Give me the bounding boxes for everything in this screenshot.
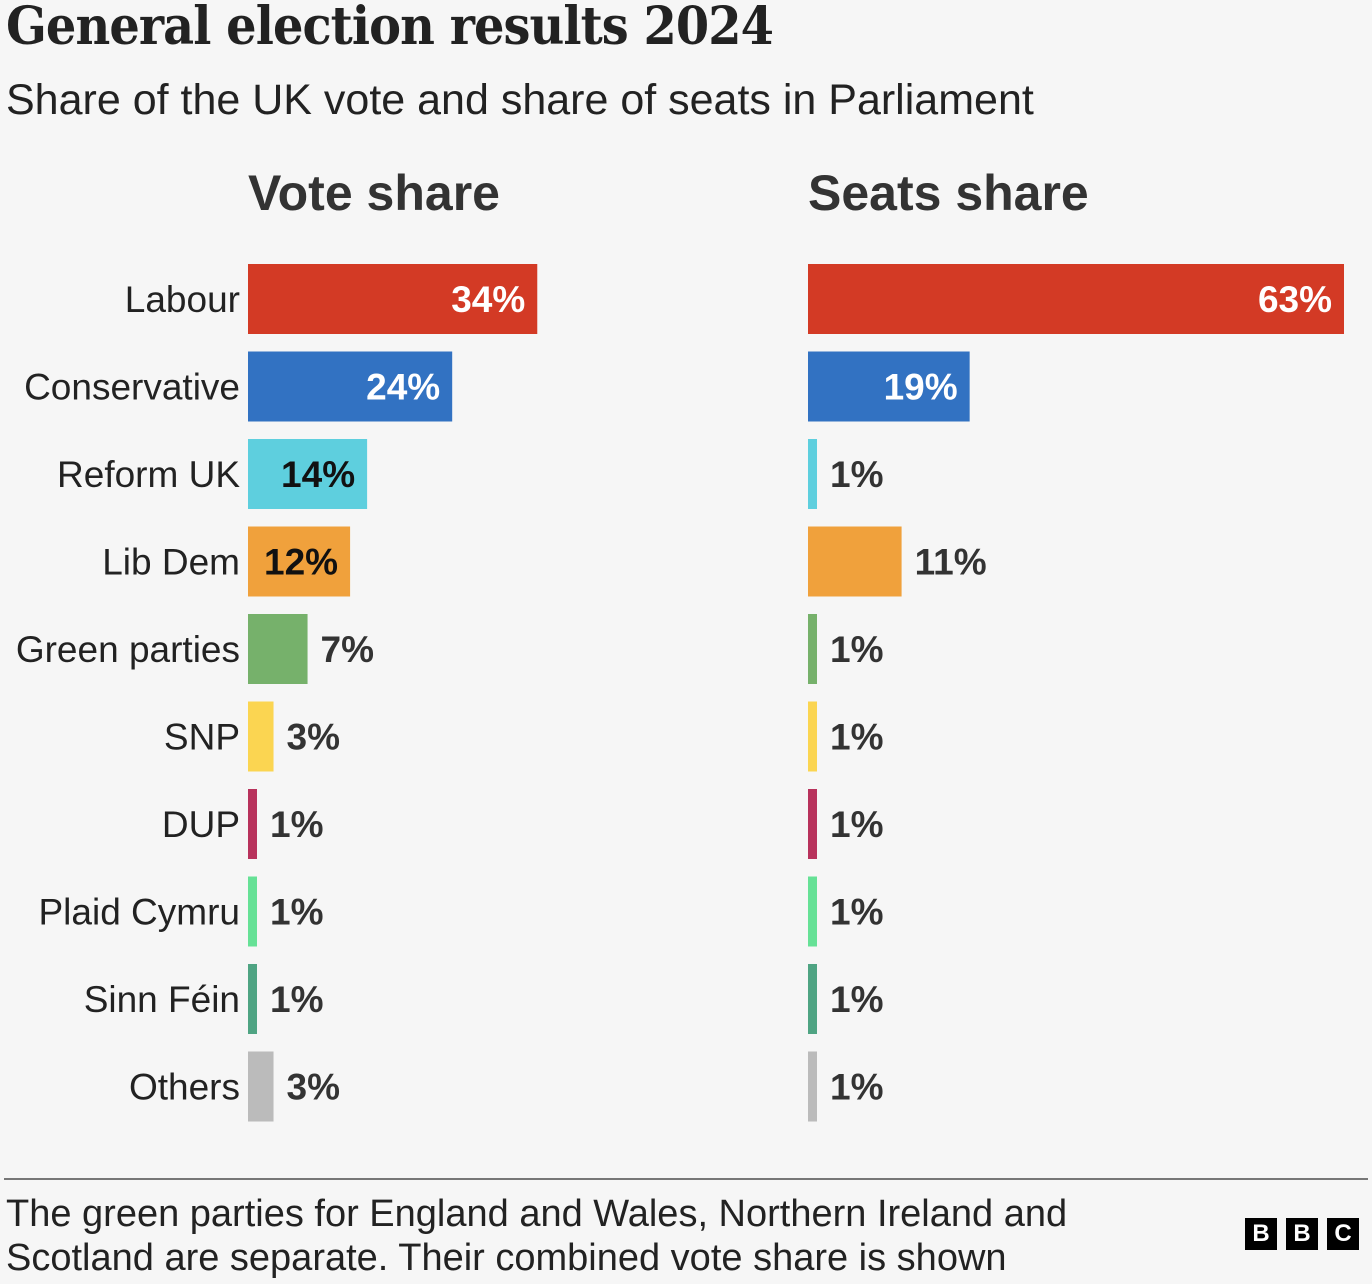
vote-share-bar-sinn-fein [248,964,257,1034]
category-label-dup: DUP [162,804,240,845]
seats-share-value-label-green-parties: 1% [830,629,883,670]
footnote: The green parties for England and Wales,… [6,1193,1068,1279]
vote-share-bar-reform-uk [248,439,368,509]
seats-share-bar-dup [808,789,817,859]
category-label-lib-dem: Lib Dem [102,542,240,583]
vote-share-value-label-others: 3% [287,1067,340,1108]
bbc-logo-letter: C [1327,1218,1359,1250]
vote-share-value-label-lib-dem: 12% [264,542,338,583]
category-label-snp: SNP [164,717,240,758]
seats-share-value-label-plaid-cymru: 1% [830,892,883,933]
footer-divider [4,1178,1368,1180]
bbc-logo-letter: B [1286,1218,1318,1250]
seats-share-value-label-dup: 1% [830,804,883,845]
seats-share-bar-plaid-cymru [808,876,817,947]
category-label-green-parties: Green parties [16,629,240,670]
bbc-logo: B B C [1245,1218,1359,1250]
seats-share-value-label-lib-dem: 11% [915,542,987,583]
vote-share-value-label-dup: 1% [270,804,323,845]
vote-share-bar-dup [248,789,257,859]
bbc-logo-letter: B [1245,1218,1277,1250]
vote-share-bar-plaid-cymru [248,876,257,947]
vote-share-bar-lib-dem [248,526,351,597]
category-label-labour: Labour [125,279,240,320]
seats-share-value-label-sinn-fein: 1% [830,979,883,1020]
vote-share-bar-conservative [248,351,453,422]
seats-share-heading: Seats share [808,165,1089,221]
seats-share-value-label-snp: 1% [830,717,883,758]
category-label-conservative: Conservative [24,367,240,408]
seats-share-bar-conservative [808,351,970,422]
chart-subtitle: Share of the UK vote and share of seats … [6,76,1034,124]
vote-share-value-label-conservative: 24% [366,367,440,408]
seats-share-bar-snp [808,701,817,772]
category-label-plaid-cymru: Plaid Cymru [39,892,241,933]
seats-share-bar-green-parties [808,614,817,684]
category-label-reform-uk: Reform UK [57,454,240,495]
seats-share-bar-reform-uk [808,439,817,509]
seats-share-bar-others [808,1051,817,1122]
seats-share-value-label-reform-uk: 1% [830,454,883,495]
vote-share-value-label-reform-uk: 14% [281,454,355,495]
vote-share-value-label-snp: 3% [287,717,340,758]
seats-share-bar-sinn-fein [808,964,817,1034]
bar-chart: Labour Conservative Reform UK Lib Dem Green … [16,264,1344,1122]
category-label-sinn-fein: Sinn Féin [84,979,240,1020]
seats-share-bar-labour [808,264,1344,334]
chart-title: General election results 2024 [6,0,774,57]
vote-share-bar-others [248,1051,274,1122]
vote-share-value-label-plaid-cymru: 1% [270,892,323,933]
seats-share-value-label-others: 1% [830,1067,883,1108]
seats-share-bar-lib-dem [808,526,902,597]
seats-share-value-label-labour: 63% [1258,279,1332,320]
category-label-others: Others [129,1067,240,1108]
vote-share-heading: Vote share [248,165,500,221]
vote-share-bar-labour [248,264,538,334]
vote-share-value-label-sinn-fein: 1% [270,979,323,1020]
vote-share-bar-green-parties [248,614,308,684]
seats-share-value-label-conservative: 19% [884,367,958,408]
vote-share-value-label-labour: 34% [451,279,525,320]
vote-share-bar-snp [248,701,274,772]
vote-share-value-label-green-parties: 7% [321,629,374,670]
